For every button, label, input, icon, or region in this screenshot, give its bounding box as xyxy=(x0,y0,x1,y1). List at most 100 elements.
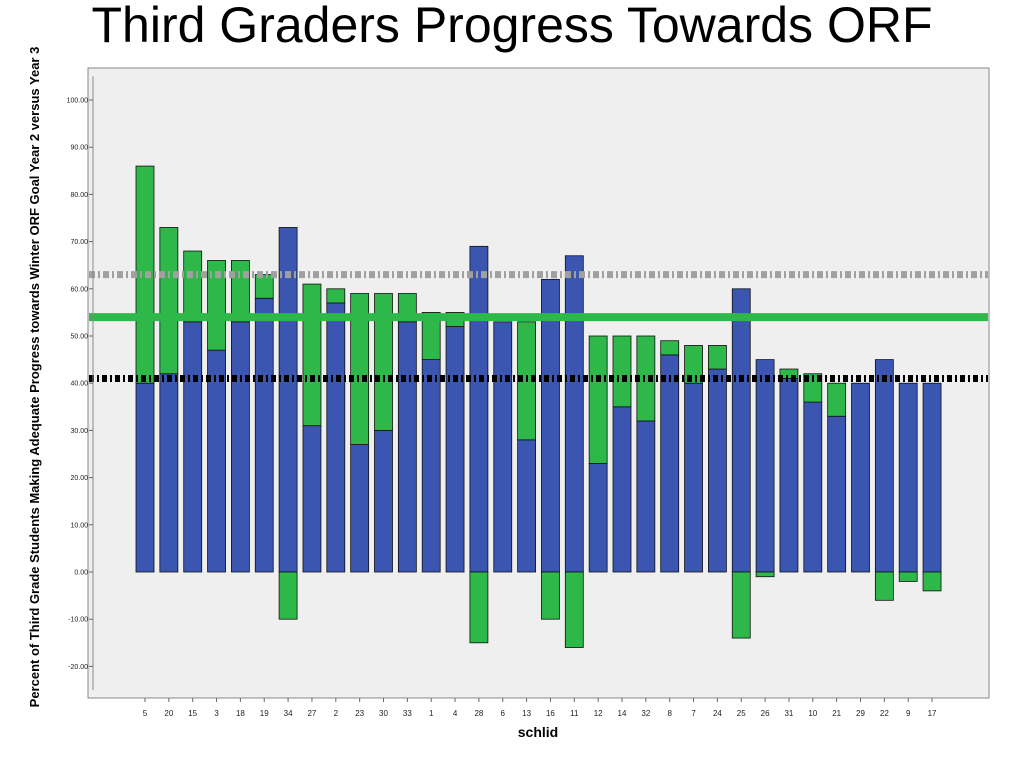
y-tick-label: 20.00 xyxy=(70,475,88,482)
x-tick-label-14: 14 xyxy=(618,709,627,718)
x-tick-label-30: 30 xyxy=(379,709,388,718)
bar-blue-1 xyxy=(421,359,441,573)
x-tick-label-24: 24 xyxy=(713,709,722,718)
bar-blue-11 xyxy=(564,255,584,573)
bar-blue-29 xyxy=(851,382,870,573)
x-tick-label-10: 10 xyxy=(808,709,817,718)
bar-blue-14 xyxy=(612,406,632,573)
bar-blue-18 xyxy=(230,321,250,573)
bar-blue-26 xyxy=(755,359,775,573)
bar-green-7 xyxy=(684,345,703,384)
bar-green-20 xyxy=(159,227,179,375)
bar-blue-33 xyxy=(397,321,417,573)
bar-blue-13 xyxy=(517,439,536,573)
bar-blue-27 xyxy=(302,425,322,573)
x-axis-label: schlid xyxy=(517,724,559,740)
x-tick-label-2: 2 xyxy=(334,709,339,718)
x-tick-label-26: 26 xyxy=(761,709,770,718)
bar-green-19 xyxy=(254,274,274,299)
reference-lines-layer xyxy=(89,271,988,382)
x-tick-label-9: 9 xyxy=(906,709,911,718)
bar-blue-21 xyxy=(827,415,847,573)
bar-green-26 xyxy=(755,571,775,578)
bar-green-12 xyxy=(588,335,608,464)
slide-title: Third Graders Progress Towards ORF xyxy=(91,0,933,53)
x-tick-label-32: 32 xyxy=(641,709,650,718)
bars-layer xyxy=(135,165,942,648)
y-tick-label: 40.00 xyxy=(70,381,88,388)
bar-blue-17 xyxy=(922,382,942,573)
x-tick-label-18: 18 xyxy=(236,709,245,718)
bar-green-3 xyxy=(207,260,226,351)
x-tick-label-6: 6 xyxy=(501,709,506,718)
x-tick-label-25: 25 xyxy=(737,709,746,718)
bar-green-31 xyxy=(779,368,799,379)
x-tick-label-15: 15 xyxy=(188,709,197,718)
bar-blue-30 xyxy=(374,429,393,573)
bar-blue-32 xyxy=(636,420,656,573)
bar-blue-16 xyxy=(541,278,560,573)
y-tick-label: 10.00 xyxy=(70,522,88,529)
bar-green-22 xyxy=(874,571,894,601)
bar-blue-19 xyxy=(254,297,274,573)
x-tick-label-16: 16 xyxy=(546,709,555,718)
bar-green-24 xyxy=(708,345,727,370)
bar-green-9 xyxy=(898,571,918,582)
y-tick-label: 0.00 xyxy=(74,570,88,577)
bar-blue-22 xyxy=(874,359,894,573)
bar-green-23 xyxy=(350,293,370,445)
x-tick-label-29: 29 xyxy=(856,709,865,718)
x-tick-label-13: 13 xyxy=(522,709,531,718)
y-tick-label: -20.00 xyxy=(68,664,88,671)
bar-green-28 xyxy=(469,571,489,644)
y-axis: 100.00 90.00 80.00 70.00 60.00 50.00 40.00 30.0… xyxy=(67,76,94,690)
y-tick-label: 30.00 xyxy=(70,428,88,435)
x-tick-label-12: 12 xyxy=(594,709,603,718)
bar-blue-31 xyxy=(779,378,799,573)
bar-blue-4 xyxy=(445,326,465,573)
bar-blue-34 xyxy=(278,227,298,573)
x-tick-label-33: 33 xyxy=(403,709,412,718)
bar-blue-28 xyxy=(469,245,489,573)
bar-blue-2 xyxy=(326,302,346,573)
x-axis: 5 20 15 3 18 19 34 27 2 23 30 33 1 4 28 6 13 16 11 12 14 32 8 7… xyxy=(143,698,937,718)
y-tick-label: 70.00 xyxy=(70,239,88,246)
bar-blue-7 xyxy=(684,382,703,573)
bar-blue-24 xyxy=(708,368,727,573)
bar-blue-6 xyxy=(493,321,513,573)
x-tick-label-21: 21 xyxy=(832,709,841,718)
y-tick-label: -10.00 xyxy=(68,617,88,624)
bar-green-27 xyxy=(302,283,322,427)
bar-blue-23 xyxy=(350,444,370,573)
bar-blue-10 xyxy=(803,401,823,573)
bar-green-11 xyxy=(564,571,584,648)
bar-blue-5 xyxy=(135,382,155,573)
bar-green-17 xyxy=(922,571,942,592)
x-tick-label-7: 7 xyxy=(691,709,696,718)
x-tick-label-31: 31 xyxy=(784,709,793,718)
y-tick-label: 100.00 xyxy=(67,98,89,105)
y-tick-label: 90.00 xyxy=(70,145,88,152)
bar-green-8 xyxy=(660,340,680,356)
bar-green-14 xyxy=(612,335,632,408)
x-tick-label-1: 1 xyxy=(429,709,434,718)
x-tick-label-4: 4 xyxy=(453,709,458,718)
bar-green-18 xyxy=(230,260,250,323)
y-tick-label: 60.00 xyxy=(70,286,88,293)
x-tick-label-3: 3 xyxy=(214,709,219,718)
x-tick-label-5: 5 xyxy=(143,709,148,718)
bar-blue-15 xyxy=(183,321,203,573)
bar-green-30 xyxy=(374,293,393,431)
bar-blue-12 xyxy=(588,463,608,573)
bar-green-1 xyxy=(421,311,441,360)
x-tick-label-20: 20 xyxy=(164,709,173,718)
x-tick-label-22: 22 xyxy=(880,709,889,718)
x-tick-label-23: 23 xyxy=(355,709,364,718)
x-tick-label-28: 28 xyxy=(474,709,483,718)
bar-blue-20 xyxy=(159,373,179,573)
bar-green-25 xyxy=(731,571,751,639)
bar-blue-25 xyxy=(731,288,751,573)
bar-green-2 xyxy=(326,288,346,304)
x-tick-label-17: 17 xyxy=(928,709,937,718)
